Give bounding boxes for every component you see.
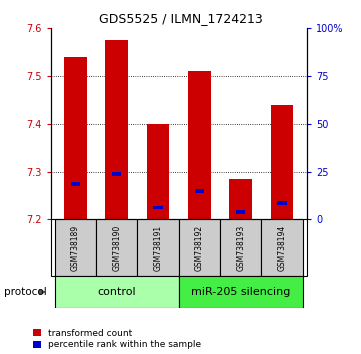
Bar <box>137 219 179 276</box>
Bar <box>55 219 96 276</box>
Bar <box>195 189 204 193</box>
Text: GDS5525 / ILMN_1724213: GDS5525 / ILMN_1724213 <box>99 12 262 25</box>
Text: GSM738189: GSM738189 <box>71 225 80 271</box>
Bar <box>220 219 261 276</box>
Bar <box>179 219 220 276</box>
Bar <box>55 276 179 308</box>
Bar <box>229 179 252 219</box>
Text: GSM738194: GSM738194 <box>278 225 287 271</box>
Bar <box>188 72 211 219</box>
Text: GSM738193: GSM738193 <box>236 225 245 271</box>
Bar <box>271 105 293 219</box>
Text: GSM738191: GSM738191 <box>153 225 162 271</box>
Text: miR-205 silencing: miR-205 silencing <box>191 287 290 297</box>
Bar <box>153 206 162 210</box>
Bar <box>179 276 303 308</box>
Bar <box>71 182 80 185</box>
Bar <box>236 210 245 214</box>
Bar <box>278 201 287 205</box>
Bar <box>96 219 137 276</box>
Bar <box>112 172 121 176</box>
Bar <box>64 57 87 219</box>
Text: control: control <box>97 287 136 297</box>
Text: GSM738192: GSM738192 <box>195 225 204 271</box>
Text: GSM738190: GSM738190 <box>112 225 121 271</box>
Text: protocol: protocol <box>4 287 46 297</box>
Bar <box>105 40 128 219</box>
Bar <box>261 219 303 276</box>
Legend: transformed count, percentile rank within the sample: transformed count, percentile rank withi… <box>34 329 201 349</box>
Bar <box>147 124 169 219</box>
